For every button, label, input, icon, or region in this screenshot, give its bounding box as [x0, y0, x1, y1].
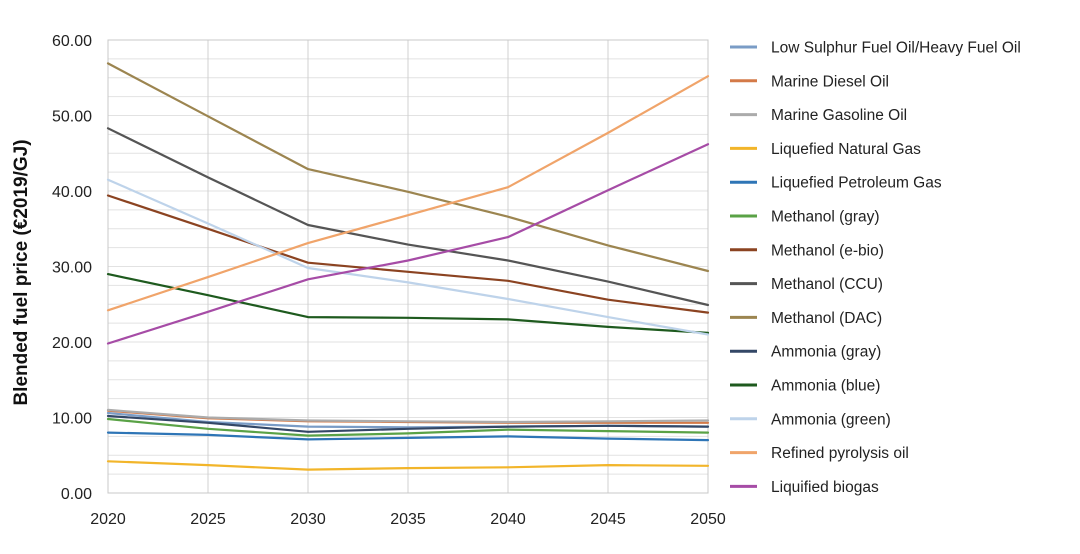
legend-item: Low Sulphur Fuel Oil/Heavy Fuel Oil — [730, 40, 1021, 57]
series-line-3 — [106, 460, 710, 471]
y-tick-label: 30.00 — [52, 260, 92, 277]
series-line-12 — [106, 75, 710, 312]
legend: Low Sulphur Fuel Oil/Heavy Fuel Oil Marin… — [730, 40, 1021, 496]
legend-item: Ammonia (green) — [730, 411, 891, 428]
series-line-2 — [106, 408, 710, 424]
x-tick-label: 2030 — [290, 511, 326, 528]
legend-item: Liquefied Petroleum Gas — [730, 175, 942, 192]
series-line-6 — [106, 194, 710, 314]
x-tick-label: 2020 — [90, 511, 126, 528]
legend-item: Methanol (CCU) — [730, 276, 883, 293]
legend-item: Liquefied Natural Gas — [730, 141, 921, 158]
series-line-9 — [106, 414, 710, 433]
y-axis-title: Blended fuel price (€2019/GJ) — [11, 139, 32, 405]
y-tick-label: 40.00 — [52, 184, 92, 201]
y-tick-label: 20.00 — [52, 335, 92, 352]
legend-label: Liquefied Petroleum Gas — [771, 175, 942, 192]
legend-label: Methanol (gray) — [771, 209, 880, 226]
y-tick-label: 0.00 — [61, 486, 92, 503]
legend-item: Ammonia (blue) — [730, 378, 880, 395]
legend-label: Liquified biogas — [771, 479, 879, 496]
series-line-11 — [106, 178, 710, 336]
legend-label: Refined pyrolysis oil — [771, 445, 909, 462]
legend-label: Liquefied Natural Gas — [771, 141, 921, 158]
y-tick-label: 10.00 — [52, 411, 92, 428]
legend-item: Marine Diesel Oil — [730, 73, 889, 90]
legend-item: Marine Gasoline Oil — [730, 107, 907, 124]
x-tick-label: 2045 — [590, 511, 626, 528]
legend-label: Ammonia (gray) — [771, 344, 881, 361]
legend-label: Ammonia (green) — [771, 411, 891, 428]
legend-item: Methanol (DAC) — [730, 310, 882, 327]
legend-label: Methanol (CCU) — [771, 276, 883, 293]
x-axis-ticks: 2020 2025 2030 2035 2040 2045 2050 — [90, 511, 726, 528]
series-line-8 — [106, 62, 710, 273]
legend-label: Methanol (DAC) — [771, 310, 882, 327]
legend-item: Liquified biogas — [730, 479, 879, 496]
series-line-4 — [106, 431, 710, 442]
legend-item: Methanol (gray) — [730, 209, 880, 226]
y-tick-label: 60.00 — [52, 33, 92, 50]
series-line-7 — [106, 127, 710, 307]
legend-label: Marine Gasoline Oil — [771, 107, 907, 124]
y-tick-label: 50.00 — [52, 109, 92, 126]
legend-label: Low Sulphur Fuel Oil/Heavy Fuel Oil — [771, 40, 1021, 57]
legend-label: Ammonia (blue) — [771, 378, 880, 395]
plot-area — [107, 39, 709, 494]
legend-item: Methanol (e-bio) — [730, 242, 884, 259]
legend-label: Marine Diesel Oil — [771, 73, 889, 90]
series-line-13 — [106, 143, 710, 345]
x-tick-label: 2050 — [690, 511, 726, 528]
series-line-5 — [106, 417, 710, 437]
legend-label: Methanol (e-bio) — [771, 242, 884, 259]
series-lines — [106, 62, 710, 471]
series-line-10 — [106, 273, 710, 334]
x-tick-label: 2035 — [390, 511, 426, 528]
y-axis-ticks: 0.00 10.00 20.00 30.00 40.00 50.00 60.00 — [52, 33, 92, 503]
legend-item: Ammonia (gray) — [730, 344, 881, 361]
x-tick-label: 2025 — [190, 511, 226, 528]
legend-item: Refined pyrolysis oil — [730, 445, 909, 462]
x-tick-label: 2040 — [490, 511, 526, 528]
